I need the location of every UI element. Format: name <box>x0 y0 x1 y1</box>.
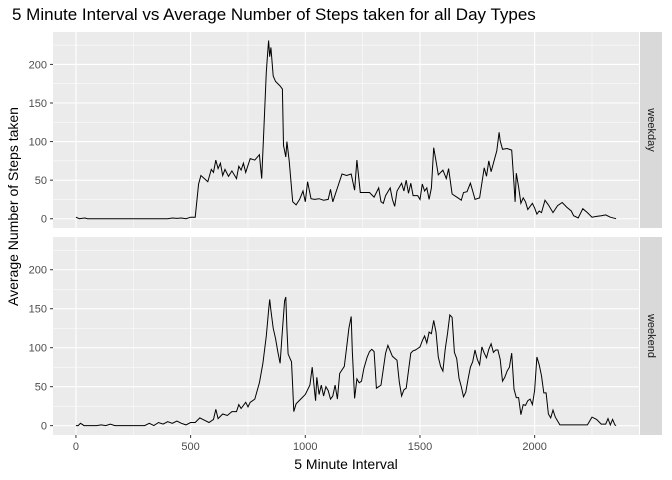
facet-panel-weekend: 0 50 100 150 200 weekend <box>29 237 662 435</box>
y-tick-label: 0 <box>41 214 47 226</box>
panel-background <box>53 237 639 435</box>
y-axis-label: Average Number of Steps taken <box>5 107 21 306</box>
y-tick-label: 200 <box>29 59 47 71</box>
x-tick-label: 0 <box>73 441 79 453</box>
facet-strip-label: weekday <box>645 107 657 152</box>
y-tick-label: 150 <box>29 98 47 110</box>
series-line-weekend <box>75 296 617 427</box>
facet-strip-label: weekend <box>645 313 657 358</box>
x-tick-label: 1500 <box>408 441 432 453</box>
y-tick-label: 50 <box>35 175 47 187</box>
y-tick-label: 100 <box>29 137 47 149</box>
x-tick-label: 2000 <box>522 441 546 453</box>
x-tick-label: 500 <box>181 441 199 453</box>
x-tick-label: 1000 <box>293 441 317 453</box>
facet-strip <box>640 237 662 435</box>
facet-strip <box>640 32 662 228</box>
chart-title: 5 Minute Interval vs Average Number of S… <box>12 5 536 24</box>
y-tick-label: 150 <box>29 304 47 316</box>
y-tick-label: 0 <box>41 421 47 433</box>
series-line-weekday <box>75 40 617 220</box>
y-tick-label: 50 <box>35 382 47 394</box>
panel-background <box>53 32 639 228</box>
facet-panel-weekday: 0 50 100 150 200 weekday <box>29 32 662 228</box>
y-tick-label: 100 <box>29 343 47 355</box>
y-tick-label: 200 <box>29 265 47 277</box>
x-axis-label: 5 Minute Interval <box>294 456 398 472</box>
